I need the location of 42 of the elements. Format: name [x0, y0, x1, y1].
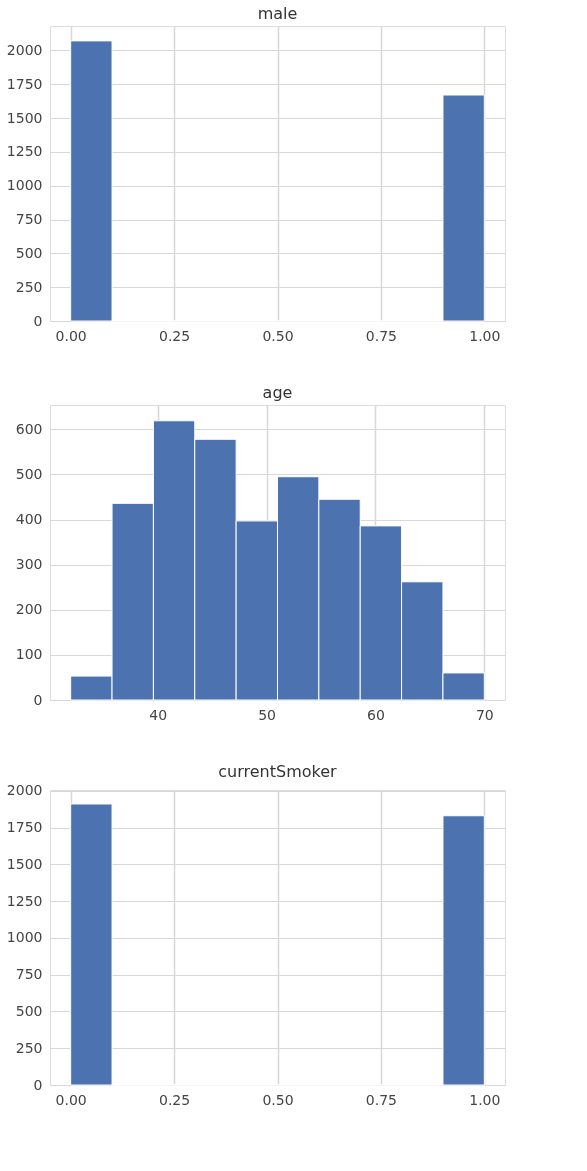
- y-tick-label: 0: [33, 691, 43, 708]
- y-tick-label: 1500: [6, 855, 43, 872]
- y-tick-label: 250: [15, 1039, 43, 1056]
- y-tick-label: 1250: [6, 892, 43, 909]
- y-tick-label: 100: [15, 646, 43, 663]
- y-tick-label: 250: [15, 278, 43, 295]
- y-tick-label: 750: [15, 211, 43, 228]
- y-tick-label: 1000: [6, 929, 43, 946]
- y-tick-label: 1000: [6, 177, 43, 194]
- y-tick-label: 1750: [6, 75, 43, 92]
- x-tick-label: 0.00: [55, 1091, 87, 1108]
- y-tick-label: 500: [15, 1002, 43, 1019]
- x-tick-label: 0.50: [262, 1091, 294, 1108]
- x-tick-label: 0.25: [159, 327, 191, 344]
- y-tick-label: 1750: [6, 819, 43, 836]
- y-tick-label: 2000: [6, 782, 43, 799]
- x-tick-label: 0.25: [159, 1091, 191, 1108]
- x-tick-label: 50: [258, 706, 277, 723]
- chart-title: age: [262, 383, 293, 402]
- chart-title: male: [257, 4, 298, 23]
- x-tick-label: 1.00: [469, 327, 501, 344]
- x-tick-label: 1.00: [469, 1091, 501, 1108]
- y-tick-label: 200: [15, 601, 43, 618]
- y-tick-label: 500: [15, 244, 43, 261]
- y-tick-label: 400: [15, 511, 43, 528]
- y-tick-label: 500: [15, 465, 43, 482]
- x-tick-label: 0.75: [365, 327, 397, 344]
- x-tick-label: 70: [475, 706, 494, 723]
- y-tick-label: 0: [33, 312, 43, 329]
- y-tick-label: 0: [33, 1076, 43, 1093]
- x-tick-label: 60: [367, 706, 385, 723]
- y-tick-label: 600: [15, 420, 43, 437]
- y-tick-label: 1250: [6, 143, 43, 160]
- y-tick-label: 1500: [6, 109, 43, 126]
- y-tick-label: 300: [15, 556, 43, 573]
- x-tick-label: 0.00: [55, 327, 87, 344]
- y-tick-label: 2000: [6, 41, 43, 58]
- x-tick-label: 0.75: [365, 1091, 397, 1108]
- chart-title: currentSmoker: [218, 761, 338, 781]
- y-tick-label: 750: [15, 966, 43, 983]
- x-tick-label: 40: [149, 706, 168, 723]
- x-tick-label: 0.50: [262, 327, 294, 344]
